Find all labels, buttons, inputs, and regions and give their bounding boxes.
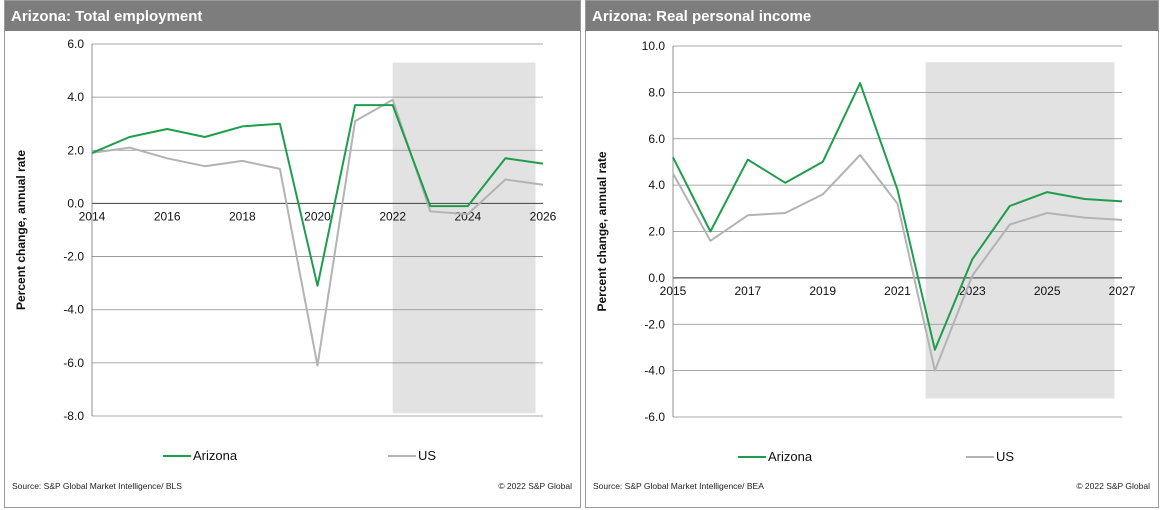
y-tick-label: 0.0 — [67, 196, 84, 210]
x-tick-label: 2016 — [154, 209, 181, 223]
x-tick-label: 2024 — [454, 209, 481, 223]
series-line-us — [91, 98, 544, 367]
legend-label: Arizona — [193, 448, 238, 463]
y-tick-label: -2.0 — [644, 317, 665, 331]
y-axis-title: Percent change, annual rate — [14, 150, 28, 310]
source-note: Source: S&P Global Market Intelligence/ … — [12, 481, 182, 491]
chart-panel-income: Arizona: Real personal income 10.0 8.0 6.0… — [585, 0, 1159, 508]
legend-label: US — [996, 449, 1014, 464]
income-chart: 10.0 8.0 6.0 4.0 2.0 0.0 -2.0 -4.0 -6.0 2015 2017 2… — [595, 39, 1136, 464]
y-tick-label: -4.0 — [644, 364, 665, 378]
x-tick-label: 2017 — [734, 284, 761, 298]
chart-panel-employment: Arizona: Total employment 6.0 4.0 2.0 0.0 -2… — [4, 0, 581, 508]
y-tick-label: -8.0 — [63, 409, 84, 423]
chart-title: Arizona: Real personal income — [586, 1, 1158, 31]
legend-label: US — [418, 448, 436, 463]
x-tick-label: 2022 — [379, 209, 406, 223]
y-tick-label: -2.0 — [63, 250, 84, 264]
series-line-arizona — [91, 104, 544, 287]
y-tick-label: 10.0 — [642, 39, 666, 53]
source-note: Source: S&P Global Market Intelligence/ … — [593, 481, 764, 491]
forecast-shading — [392, 62, 536, 414]
x-tick-label: 2015 — [660, 284, 687, 298]
x-tick-label: 2020 — [304, 209, 331, 223]
x-tick-label: 2027 — [1109, 284, 1136, 298]
y-tick-label: 2.0 — [67, 143, 84, 157]
y-tick-label: 0.0 — [648, 271, 665, 285]
copyright-note: © 2022 S&P Global — [498, 481, 572, 491]
y-tick-label: 4.0 — [67, 90, 84, 104]
y-tick-label: 4.0 — [648, 178, 665, 192]
copyright-note: © 2022 S&P Global — [1076, 481, 1150, 491]
x-tick-label: 2023 — [959, 284, 986, 298]
x-tick-label: 2018 — [229, 209, 256, 223]
y-tick-label: 6.0 — [67, 37, 84, 51]
y-tick-label: 2.0 — [648, 225, 665, 239]
x-tick-label: 2021 — [884, 284, 911, 298]
employment-chart: 6.0 4.0 2.0 0.0 -2.0 -4.0 -6.0 -8.0 2014 2016 2018… — [14, 37, 557, 463]
x-tick-label: 2025 — [1034, 284, 1061, 298]
forecast-shading — [925, 62, 1115, 399]
series-line-arizona — [672, 82, 1123, 351]
y-axis-title: Percent change, annual rate — [595, 151, 609, 311]
y-tick-label: 8.0 — [648, 85, 665, 99]
x-tick-label: 2026 — [530, 209, 557, 223]
y-tick-label: -4.0 — [63, 303, 84, 317]
legend-label: Arizona — [768, 449, 813, 464]
x-tick-label: 2014 — [79, 209, 106, 223]
y-tick-label: 6.0 — [648, 132, 665, 146]
y-tick-label: -6.0 — [63, 356, 84, 370]
chart-title: Arizona: Total employment — [5, 1, 580, 31]
series-line-us — [672, 154, 1123, 372]
y-tick-label: -6.0 — [644, 410, 665, 424]
x-tick-label: 2019 — [809, 284, 836, 298]
